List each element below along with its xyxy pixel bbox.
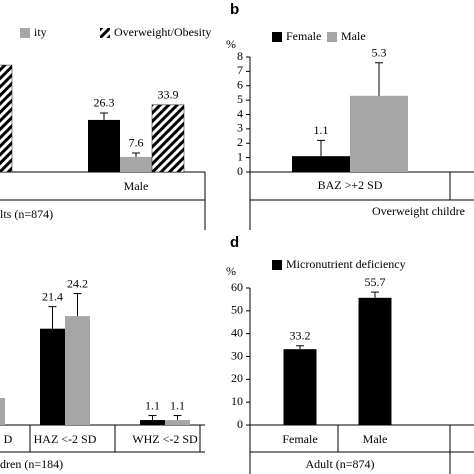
bar [358, 297, 392, 425]
bar [65, 316, 90, 425]
bar [140, 420, 165, 425]
bar [88, 119, 120, 172]
caption: lts (n=874) [0, 207, 53, 221]
x-tick-label: Male [363, 432, 388, 446]
data-label: 5.3 [372, 46, 387, 60]
legend-swatch [272, 32, 282, 42]
data-label: 1.1 [314, 123, 329, 137]
data-label: 33.2 [290, 329, 311, 343]
x-tick-label: Female [282, 432, 317, 446]
caption: Adult (n=874) [305, 457, 374, 471]
bar [120, 156, 152, 172]
x-tick-label: D [4, 432, 13, 446]
data-label: 1.1 [170, 398, 185, 412]
data-label: 26.3 [94, 96, 115, 110]
legend-label: ity [34, 25, 47, 39]
x-tick-label: BAZ >+2 SD [318, 178, 383, 192]
bar [292, 156, 350, 172]
bar [0, 64, 13, 173]
legend-swatch [272, 260, 282, 270]
bar [40, 328, 65, 425]
y-tick-label: 0 [237, 417, 243, 431]
x-tick-label: Male [124, 179, 149, 193]
y-tick-label: 0 [237, 164, 243, 178]
data-label: 21.4 [42, 289, 63, 303]
legend-swatch [20, 28, 30, 38]
y-label: % [226, 37, 236, 51]
bar [151, 104, 185, 173]
legend-label: Male [341, 29, 366, 43]
y-tick-label: 2 [237, 135, 243, 149]
caption: dren (n=184) [0, 457, 63, 471]
bar [350, 95, 408, 172]
bar [165, 420, 190, 425]
y-tick-label: 7 [237, 63, 243, 77]
legend-label: Overweight/Obesity [114, 25, 211, 39]
legend-swatch [100, 28, 110, 38]
y-tick-label: 50 [231, 303, 243, 317]
data-label: 7.6 [129, 136, 144, 150]
y-tick-label: 3 [237, 121, 243, 135]
data-label: 24.2 [67, 276, 88, 290]
legend-label: Micronutrient deficiency [286, 257, 406, 271]
y-tick-label: 10 [231, 394, 243, 408]
bar [0, 398, 5, 425]
caption: Overweight childre [372, 204, 465, 218]
y-tick-label: 6 [237, 78, 243, 92]
y-tick-label: 4 [237, 106, 243, 120]
legend-swatch [327, 32, 337, 42]
legend-label: Female [286, 29, 321, 43]
y-tick-label: 20 [231, 371, 243, 385]
y-tick-label: 30 [231, 348, 243, 362]
y-tick-label: 5 [237, 92, 243, 106]
x-tick-label: WHZ <-2 SD [132, 432, 198, 446]
y-tick-label: 60 [231, 280, 243, 294]
panel-label: d [230, 234, 239, 251]
data-label: 55.7 [365, 275, 386, 289]
data-label: 33.9 [158, 88, 179, 102]
y-tick-label: 8 [237, 49, 243, 63]
data-label: 1.1 [145, 398, 160, 412]
bar [283, 349, 317, 425]
y-label: % [226, 264, 236, 278]
x-tick-label: HAZ <-2 SD [34, 432, 97, 446]
panel-label: b [230, 1, 239, 18]
y-tick-label: 40 [231, 325, 243, 339]
y-tick-label: 1 [237, 149, 243, 163]
axis-frame [0, 171, 474, 474]
